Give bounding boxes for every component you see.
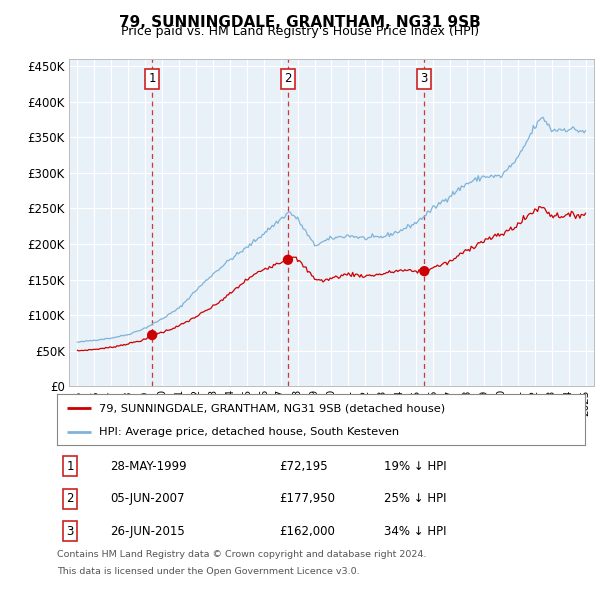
Text: 2: 2 — [284, 73, 292, 86]
Text: 1: 1 — [67, 460, 74, 473]
Text: £72,195: £72,195 — [279, 460, 328, 473]
Text: Contains HM Land Registry data © Crown copyright and database right 2024.: Contains HM Land Registry data © Crown c… — [57, 550, 427, 559]
Text: 19% ↓ HPI: 19% ↓ HPI — [385, 460, 447, 473]
Text: £177,950: £177,950 — [279, 492, 335, 506]
Text: £162,000: £162,000 — [279, 525, 335, 538]
Text: Price paid vs. HM Land Registry's House Price Index (HPI): Price paid vs. HM Land Registry's House … — [121, 25, 479, 38]
Text: 28-MAY-1999: 28-MAY-1999 — [110, 460, 187, 473]
Text: 26-JUN-2015: 26-JUN-2015 — [110, 525, 185, 538]
Point — [419, 267, 429, 276]
Text: 79, SUNNINGDALE, GRANTHAM, NG31 9SB: 79, SUNNINGDALE, GRANTHAM, NG31 9SB — [119, 15, 481, 30]
Text: 3: 3 — [67, 525, 74, 538]
Text: HPI: Average price, detached house, South Kesteven: HPI: Average price, detached house, Sout… — [99, 428, 400, 437]
Text: 2: 2 — [67, 492, 74, 506]
Point — [148, 330, 157, 340]
Point — [283, 255, 293, 264]
Text: 3: 3 — [421, 73, 428, 86]
Text: This data is licensed under the Open Government Licence v3.0.: This data is licensed under the Open Gov… — [57, 567, 359, 576]
Text: 05-JUN-2007: 05-JUN-2007 — [110, 492, 184, 506]
Text: 34% ↓ HPI: 34% ↓ HPI — [385, 525, 447, 538]
Text: 25% ↓ HPI: 25% ↓ HPI — [385, 492, 447, 506]
Text: 79, SUNNINGDALE, GRANTHAM, NG31 9SB (detached house): 79, SUNNINGDALE, GRANTHAM, NG31 9SB (det… — [99, 403, 445, 413]
Text: 1: 1 — [148, 73, 156, 86]
